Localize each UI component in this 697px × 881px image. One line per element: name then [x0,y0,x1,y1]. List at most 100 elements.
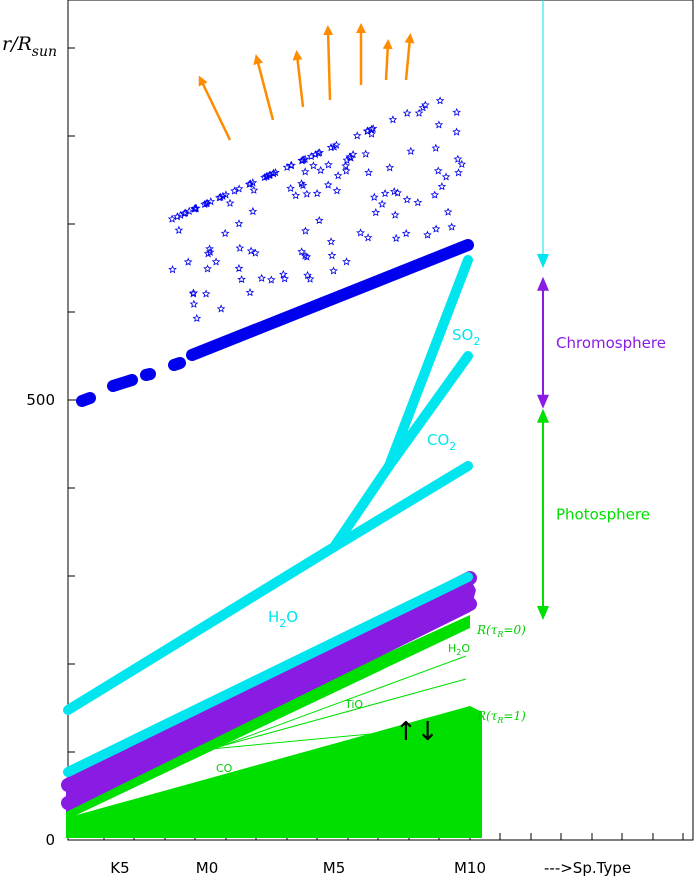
wind-arrow [198,75,232,141]
y-axis-label: r/Rsun [2,33,57,60]
dust-dash-2 [107,374,138,392]
x-axis-label: --->Sp.Type [544,859,631,877]
star-point [206,197,216,206]
star-point [388,115,398,124]
dust-line [186,239,474,361]
chromosphere-bottom-edge [61,597,477,810]
star-point [324,160,333,169]
star-point [421,100,430,109]
star-point [341,166,351,175]
star-point [234,219,244,228]
star-point [225,198,235,207]
star-point [314,215,324,225]
star-point [287,160,296,170]
star-point [282,162,292,172]
star-point [433,166,443,175]
star-point [453,154,463,163]
star-point [265,170,275,179]
star-point [406,146,416,155]
star-point [246,246,256,255]
star-point [361,149,370,158]
star-point [192,313,202,323]
plot-frame [67,0,694,841]
star-point [189,288,198,297]
r-tau0-label: R(τR=0) [476,623,526,639]
star-point [441,172,451,181]
wind-arrow [292,50,305,108]
wind-arrow [382,39,393,81]
star-point [368,124,378,133]
star-point [248,178,258,187]
star-point [221,190,231,199]
x-tick-label: M5 [323,859,346,877]
star-point [280,274,289,283]
star-point [202,198,212,207]
star-point [298,180,308,190]
small-h2o-label: H2O [448,642,470,657]
star-point [348,149,358,159]
star-point [181,208,190,217]
star-point [352,131,362,140]
wind-arrow [253,54,275,121]
star-point [452,107,462,117]
star-point [183,257,193,266]
star-point [300,251,310,260]
star-point [377,199,387,208]
star-point [297,247,306,256]
star-point [393,188,402,197]
star-point [220,228,230,238]
star-point [363,126,373,135]
star-point [431,143,441,152]
star-point [385,163,395,172]
star-point [401,228,411,238]
star-point [435,96,445,105]
star-point [184,206,194,216]
star-point [246,179,255,188]
so2-line [384,255,473,471]
y-tick-labels: 050010001500 [26,391,55,849]
star-point [327,251,337,260]
star-point [380,188,390,198]
x-tick-labels: K5 M0 M5 M10 [110,859,486,877]
star-point [173,212,182,221]
so2-label: SO2 [452,326,480,348]
star-point [211,257,221,266]
star-point [249,185,259,194]
star-point [391,233,401,243]
dust-dash-3 [140,368,156,381]
x-tick-label: M0 [196,859,219,877]
star-point [431,224,441,233]
star-point [286,183,295,193]
y-tick-label: 500 [26,391,55,409]
star-point [168,265,177,274]
star-point [342,257,351,266]
star-point [316,165,325,175]
wind-arrows [198,23,415,141]
star-point [390,210,400,219]
star-point [257,273,266,282]
h2o-label: H2O [268,608,298,630]
star-point [323,180,333,189]
co2-label: CO2 [427,431,456,453]
region-arrowhead [537,606,549,620]
star-point [363,233,373,242]
star-point [267,275,276,284]
star-point [430,190,440,199]
star-point [413,198,423,207]
star-point [302,189,312,198]
star-point [189,299,199,308]
star-point [291,191,301,200]
tio-thin-line [199,678,467,753]
star-point [279,269,288,279]
star-point [300,167,310,176]
star-point [414,108,424,117]
region-brackets: WindDustEnvelopeMOLsphereChromospherePho… [537,0,666,620]
star-point [452,127,461,136]
star-point [297,179,306,188]
h2o-branch-line [329,461,473,552]
co2-trunk-line [329,461,394,552]
wind-arrow [404,33,415,81]
star-point [329,266,338,275]
star-point [303,270,312,280]
